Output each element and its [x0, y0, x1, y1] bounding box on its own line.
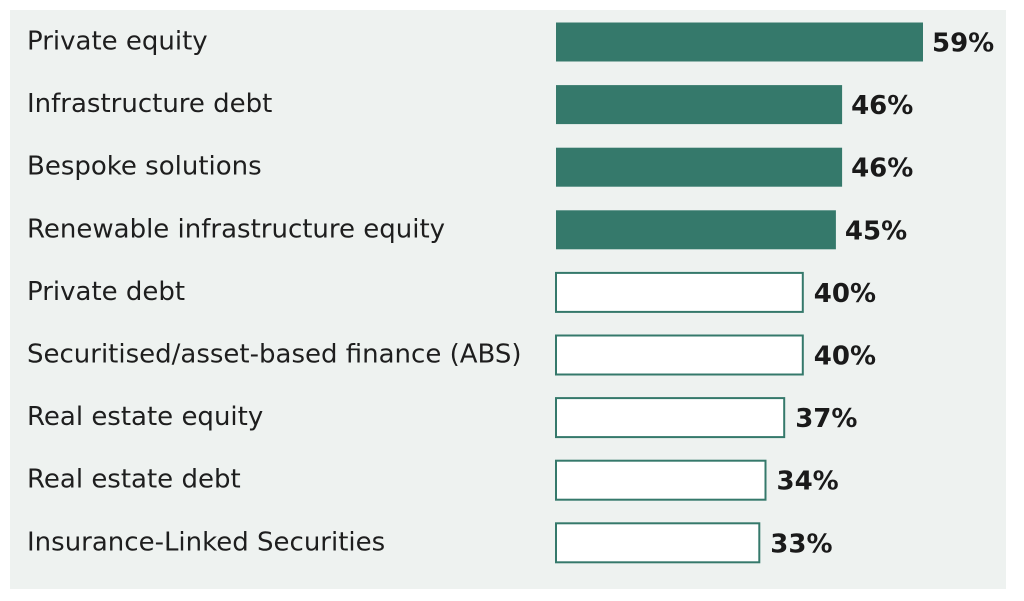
bar	[556, 22, 923, 62]
value-label: 37%	[795, 404, 857, 434]
bar	[555, 334, 804, 376]
bar	[555, 397, 786, 439]
bar	[556, 147, 843, 187]
category-label: Renewable infrastructure equity	[27, 214, 445, 244]
value-label: 59%	[932, 29, 994, 59]
bar	[555, 459, 767, 501]
category-label: Insurance-Linked Securities	[27, 527, 385, 557]
value-label: 40%	[814, 279, 876, 309]
category-label: Infrastructure debt	[27, 89, 272, 119]
category-label: Real estate debt	[27, 465, 241, 495]
value-label: 46%	[851, 91, 913, 121]
value-label: 40%	[814, 342, 876, 372]
value-label: 34%	[777, 467, 839, 497]
category-label: Private debt	[27, 277, 185, 307]
value-label: 46%	[851, 154, 913, 184]
bar	[555, 271, 804, 313]
value-label: 45%	[845, 216, 907, 246]
bar	[556, 210, 836, 250]
bar	[556, 85, 843, 125]
category-label: Securitised/asset-based finance (ABS)	[27, 340, 522, 370]
value-label: 33%	[770, 529, 832, 559]
bar	[555, 522, 761, 564]
category-label: Real estate equity	[27, 402, 263, 432]
category-label: Bespoke solutions	[27, 152, 262, 182]
category-label: Private equity	[27, 27, 208, 57]
